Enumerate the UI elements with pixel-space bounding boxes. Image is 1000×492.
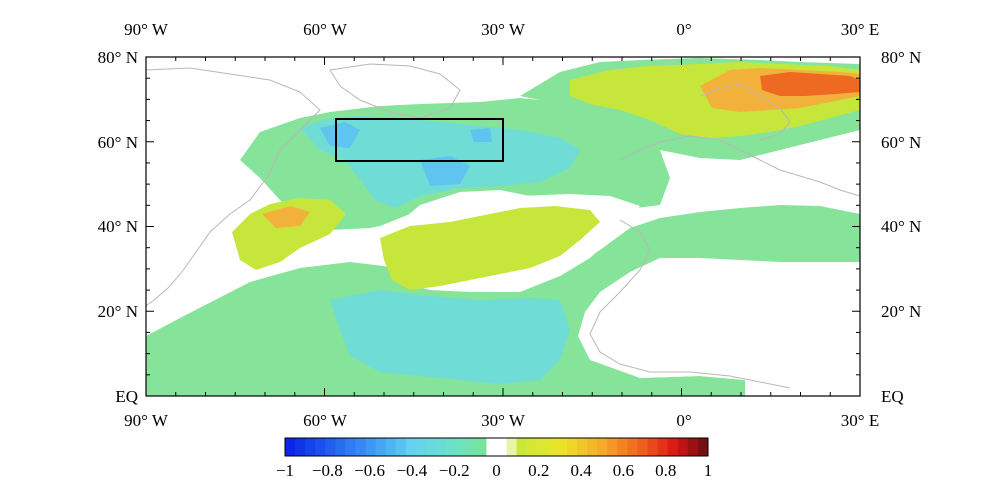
x-ticks-bottom: 90° W 60° W 30° W 0° 30° E — [124, 411, 879, 430]
colorbar-swatch — [355, 438, 367, 456]
x-tick-bottom-30e: 30° E — [841, 411, 879, 430]
colorbar-label: −0.4 — [396, 461, 427, 480]
colorbar-swatch — [546, 438, 558, 456]
coastline-north-america — [146, 67, 321, 307]
x-tick-top-30e: 30° E — [841, 20, 879, 39]
field-mid-negative-tropics — [330, 290, 570, 384]
colorbar-label: −0.2 — [439, 461, 470, 480]
colorbar-swatch — [667, 438, 679, 456]
colorbar-label: −0.6 — [354, 461, 385, 480]
colorbar-swatch — [687, 438, 699, 456]
y-tick-left-40n: 40° N — [98, 217, 138, 236]
x-tick-bottom-0: 0° — [676, 411, 691, 430]
colorbar-swatches — [285, 438, 709, 456]
colorbar-label: −0.8 — [312, 461, 343, 480]
colorbar-swatch — [295, 438, 306, 456]
y-ticks-right: 80° N 60° N 40° N 20° N EQ — [881, 48, 921, 406]
tick-marks — [145, 56, 861, 397]
colorbar-swatch — [305, 438, 316, 456]
colorbar-swatch — [617, 438, 628, 456]
colorbar-swatch — [697, 438, 709, 456]
colorbar-swatch — [536, 438, 548, 456]
y-tick-left-80n: 80° N — [98, 48, 138, 67]
colorbar-swatch — [385, 438, 397, 456]
colorbar-label: −1 — [276, 461, 294, 480]
colorbar-swatch — [345, 438, 356, 456]
region-box — [335, 118, 504, 162]
y-tick-left-eq: EQ — [115, 387, 138, 406]
y-tick-right-40n: 40° N — [881, 217, 921, 236]
colorbar-swatch — [456, 438, 467, 456]
colorbar-swatch — [597, 438, 608, 456]
coastline-europe — [619, 135, 860, 197]
colorbar-frame — [284, 437, 709, 457]
colorbar-label: 0 — [492, 461, 501, 480]
field-strong-positive — [760, 72, 860, 96]
coastline-greenland — [329, 63, 461, 119]
y-tick-right-20n: 20° N — [881, 302, 921, 321]
field-zero-patch — [146, 178, 860, 396]
colorbar-swatch — [335, 438, 346, 456]
colorbar-swatch — [677, 438, 689, 456]
colorbar-swatch — [486, 438, 497, 456]
colorbar-swatch — [405, 438, 417, 456]
colorbar-swatch — [375, 438, 387, 456]
y-tick-right-eq: EQ — [881, 387, 904, 406]
colorbar-swatch — [496, 438, 508, 456]
x-tick-bottom-90w: 90° W — [124, 411, 169, 430]
colorbar-swatch — [607, 438, 618, 456]
colorbar-swatch — [516, 438, 528, 456]
x-tick-bottom-30w: 30° W — [481, 411, 526, 430]
x-ticks-top: 90° W 60° W 30° W 0° 30° E — [124, 20, 879, 39]
colorbar-swatch — [647, 438, 659, 456]
colorbar-swatch — [436, 438, 447, 456]
x-tick-top-0: 0° — [676, 20, 691, 39]
colorbar-label: 0.8 — [655, 461, 676, 480]
colorbar-swatch — [526, 438, 538, 456]
colorbar-swatch — [577, 438, 588, 456]
y-tick-right-60n: 60° N — [881, 133, 921, 152]
colorbar-swatch — [415, 438, 427, 456]
x-tick-bottom-60w: 60° W — [303, 411, 348, 430]
y-tick-left-60n: 60° N — [98, 133, 138, 152]
colorbar-swatch — [627, 438, 638, 456]
colorbar-label: 1 — [704, 461, 713, 480]
colorbar: −1 −0.8 −0.6 −0.4 −0.2 0 0.2 0.4 0.6 0.8 1 — [276, 437, 712, 480]
coastline-africa — [589, 219, 791, 389]
colorbar-swatch — [637, 438, 649, 456]
coastlines — [146, 63, 860, 389]
colorbar-labels: −1 −0.8 −0.6 −0.4 −0.2 0 0.2 0.4 0.6 0.8 1 — [276, 461, 712, 480]
colorbar-label: 0.4 — [570, 461, 592, 480]
colorbar-swatch — [476, 438, 487, 456]
x-tick-top-30w: 30° W — [481, 20, 526, 39]
colorbar-swatch — [285, 438, 296, 456]
coastline-scandinavia — [699, 83, 791, 141]
colorbar-swatch — [365, 438, 377, 456]
colorbar-swatch — [506, 438, 518, 456]
colorbar-swatch — [556, 438, 568, 456]
field-stronger-negative — [320, 122, 492, 186]
colorbar-label: 0.2 — [528, 461, 549, 480]
y-ticks-left: 80° N 60° N 40° N 20° N EQ — [98, 48, 138, 406]
x-tick-top-60w: 60° W — [303, 20, 348, 39]
colorbar-swatch — [567, 438, 578, 456]
colorbar-swatch — [466, 438, 477, 456]
colorbar-swatch — [587, 438, 598, 456]
field-weak-positive-west — [232, 198, 346, 270]
colorbar-swatch — [446, 438, 457, 456]
colorbar-swatch — [325, 438, 336, 456]
x-tick-top-90w: 90° W — [124, 20, 169, 39]
colorbar-swatch — [395, 438, 407, 456]
colorbar-swatch — [426, 438, 437, 456]
colorbar-swatch — [657, 438, 669, 456]
colorbar-swatch — [315, 438, 326, 456]
field-weak-positive-gyre — [380, 206, 600, 290]
y-tick-left-20n: 20° N — [98, 302, 138, 321]
shaded-field — [146, 58, 860, 396]
colorbar-label: 0.6 — [613, 461, 634, 480]
y-tick-right-80n: 80° N — [881, 48, 921, 67]
